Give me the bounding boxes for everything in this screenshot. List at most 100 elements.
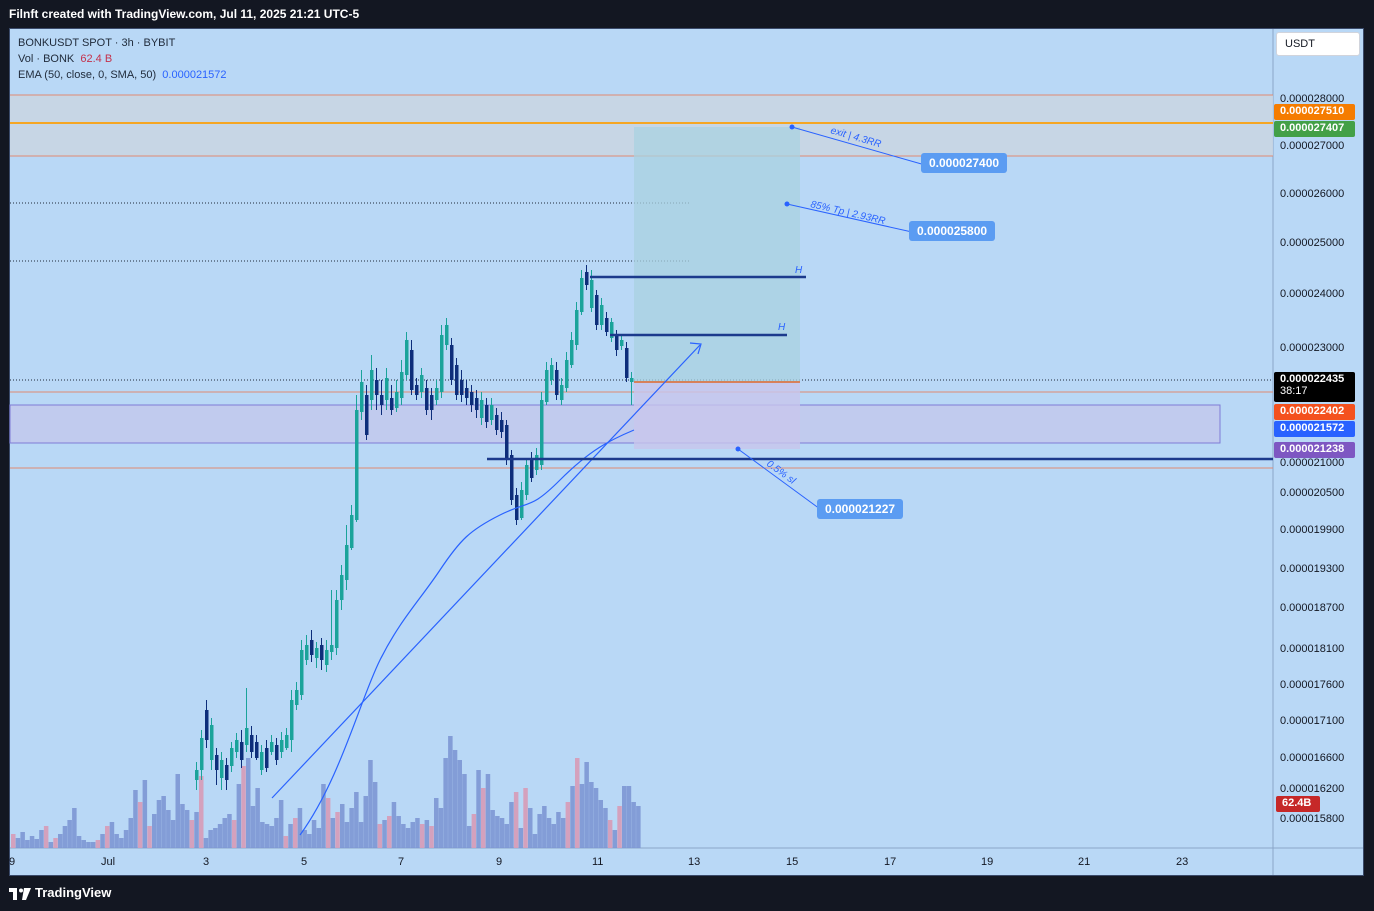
volume-bar bbox=[509, 802, 514, 848]
volume-bar bbox=[485, 774, 491, 848]
volume-bar bbox=[499, 818, 505, 848]
candle-body bbox=[255, 742, 259, 758]
chart-legend: BONKUSDT SPOT · 3h · BYBIT Vol · BONK 62… bbox=[18, 35, 227, 83]
volume-bar bbox=[20, 832, 25, 848]
price-tick: 0.000021000 bbox=[1280, 457, 1345, 469]
price-tick: 0.000024000 bbox=[1280, 288, 1345, 300]
candle-body bbox=[625, 348, 629, 378]
volume-bar bbox=[405, 828, 411, 848]
date-tick: 23 bbox=[1176, 856, 1189, 868]
candle-body bbox=[565, 360, 569, 388]
candle-body bbox=[550, 365, 554, 380]
price-tick: 0.000017100 bbox=[1280, 715, 1345, 727]
ema-price-badge: 0.000021572 bbox=[1274, 421, 1355, 437]
candle-body bbox=[410, 350, 414, 390]
currency-button[interactable]: USDT bbox=[1276, 32, 1360, 56]
exit-pointer-dot bbox=[789, 124, 795, 130]
volume-badge: 62.4B bbox=[1276, 796, 1320, 812]
volume-bar bbox=[170, 820, 176, 848]
exit-price-callout[interactable]: 0.000027400 bbox=[921, 153, 1008, 173]
volume-bar bbox=[579, 784, 585, 848]
price-tick: 0.000018100 bbox=[1280, 643, 1345, 655]
date-tick: 7 bbox=[398, 856, 405, 868]
candle-body bbox=[340, 575, 344, 600]
volume-bar bbox=[495, 816, 500, 848]
volume-bar bbox=[241, 766, 246, 848]
volume-bar bbox=[340, 804, 345, 848]
candle-body bbox=[260, 752, 264, 770]
volume-bar bbox=[142, 780, 148, 848]
volume-bar bbox=[109, 822, 115, 848]
candle-body bbox=[600, 305, 604, 325]
candle-body bbox=[455, 365, 459, 395]
candle-body bbox=[305, 645, 309, 660]
volume-bar bbox=[368, 760, 373, 848]
candle-body bbox=[505, 425, 509, 460]
volume-bar bbox=[307, 834, 312, 848]
volume-bar bbox=[481, 788, 486, 848]
volume-bar bbox=[532, 834, 538, 848]
support-zone[interactable] bbox=[9, 404, 1221, 444]
tp-pointer-line bbox=[786, 203, 913, 233]
volume-bar bbox=[25, 840, 30, 848]
volume-bar bbox=[462, 774, 467, 848]
price-tick: 0.000027000 bbox=[1280, 140, 1345, 152]
candle-body bbox=[575, 310, 579, 345]
candle-body bbox=[335, 600, 339, 648]
candle-body bbox=[585, 272, 589, 285]
candle-body bbox=[540, 400, 544, 465]
volume-bar bbox=[95, 840, 101, 848]
volume-bar bbox=[448, 736, 453, 848]
candle-body bbox=[485, 405, 489, 422]
exit-pointer-line bbox=[791, 126, 926, 166]
tp-price-callout[interactable]: 0.000025800 bbox=[909, 221, 996, 241]
candle-body bbox=[400, 372, 404, 398]
position-profit-zone[interactable] bbox=[634, 127, 800, 382]
volume-bar bbox=[593, 788, 599, 848]
symbol-line[interactable]: BONKUSDT SPOT · 3h · BYBIT bbox=[18, 37, 176, 49]
footer-brand[interactable]: TradingView bbox=[9, 885, 111, 900]
sl-price-callout[interactable]: 0.000021227 bbox=[817, 499, 904, 519]
volume-bar bbox=[128, 818, 133, 848]
footer-brand-text: TradingView bbox=[35, 885, 112, 900]
volume-bar bbox=[457, 760, 462, 848]
volume-bar bbox=[227, 814, 232, 848]
volume-bar bbox=[90, 842, 96, 848]
position-loss-zone[interactable] bbox=[634, 382, 800, 449]
volume-bar bbox=[424, 820, 430, 848]
volume-bar bbox=[598, 800, 603, 848]
ema-line bbox=[299, 429, 635, 836]
volume-bar bbox=[513, 792, 519, 848]
trend-line[interactable] bbox=[271, 344, 701, 799]
volume-bar bbox=[137, 802, 143, 848]
candle-body bbox=[250, 735, 254, 752]
candle-body bbox=[420, 375, 424, 392]
price-tick: 0.000016600 bbox=[1280, 752, 1345, 764]
volume-legend[interactable]: Vol · BONK 62.4 B bbox=[18, 51, 227, 67]
bar-countdown: 38:17 bbox=[1280, 385, 1308, 397]
volume-bar bbox=[213, 828, 218, 848]
volume-bar bbox=[297, 808, 303, 848]
price-tick: 0.000020500 bbox=[1280, 487, 1345, 499]
ema-label: EMA (50, close, 0, SMA, 50) bbox=[18, 69, 157, 81]
chart-frame[interactable] bbox=[9, 28, 1364, 876]
volume-bar bbox=[283, 836, 289, 848]
candle-body bbox=[510, 455, 514, 500]
volume-bar bbox=[612, 830, 618, 848]
volume-bar bbox=[391, 802, 397, 848]
candle-body bbox=[345, 545, 349, 580]
volume-bar bbox=[410, 822, 415, 848]
volume-bar bbox=[419, 824, 425, 848]
volume-bar bbox=[565, 802, 571, 848]
price-tick: 0.000016200 bbox=[1280, 783, 1345, 795]
date-tick: 11 bbox=[592, 856, 604, 868]
candle-body bbox=[200, 738, 204, 770]
candle-body bbox=[535, 455, 539, 470]
ema-legend[interactable]: EMA (50, close, 0, SMA, 50) 0.000021572 bbox=[18, 67, 227, 83]
volume-bar bbox=[415, 818, 420, 848]
candle-body bbox=[525, 465, 529, 495]
candle-body bbox=[315, 648, 319, 658]
candle-body bbox=[285, 735, 289, 748]
candle-body bbox=[300, 650, 304, 695]
